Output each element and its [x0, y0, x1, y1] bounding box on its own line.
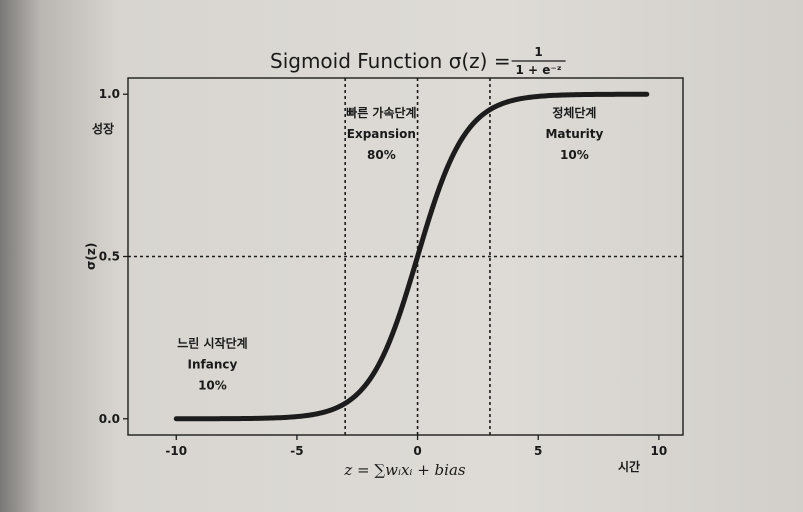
x-tick-label: 0	[413, 444, 421, 458]
stage-percent-1: 80%	[367, 148, 396, 162]
x-axis-label: z = ∑wᵢxᵢ + bias	[343, 461, 465, 479]
x-tick-label: 10	[651, 444, 668, 458]
chart-title: Sigmoid Function σ(z) = 1 1 + e⁻ᶻ	[270, 45, 566, 77]
y-tick-label: 0.0	[99, 412, 120, 426]
y-tick-label: 1.0	[99, 87, 120, 101]
stage-percent-2: 10%	[560, 148, 589, 162]
stage-name-en-2: Maturity	[545, 127, 603, 141]
x-axis-label-right: 시간	[618, 459, 640, 474]
y-axis-label: σ(z)	[84, 243, 98, 270]
sigmoid-curve	[173, 91, 650, 422]
y-tick-label: 0.5	[99, 250, 120, 264]
reference-lines	[128, 78, 683, 435]
title-formula-numerator: 1	[534, 45, 542, 59]
stage-name-en-1: Expansion	[347, 127, 416, 141]
stage-name-en-0: Infancy	[188, 357, 238, 371]
stage-name-2: 정체단계	[552, 105, 596, 120]
stage-percent-0: 10%	[198, 378, 227, 392]
chart-title-text: Sigmoid Function σ(z) =	[270, 49, 511, 73]
title-formula-denominator: 1 + e⁻ᶻ	[515, 63, 561, 77]
axis-ticks: -10 -5 0 5 10 0.0 0.5 1.0	[99, 87, 667, 458]
stage-name-1: 빠른 가속단계	[346, 105, 416, 120]
x-tick-label: -10	[165, 444, 187, 458]
ylabel-side: 성장	[92, 122, 114, 136]
x-tick-label: 5	[534, 444, 542, 458]
x-tick-label: -5	[290, 444, 303, 458]
stage-name-0: 느린 시작단계	[177, 335, 247, 350]
stage-annotations: 느린 시작단계 Infancy 10% 빠른 가속단계 Expansion 80% 정체단계…	[177, 105, 603, 392]
